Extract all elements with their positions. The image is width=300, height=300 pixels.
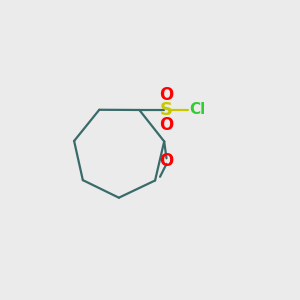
Text: O: O	[159, 86, 173, 104]
Text: O: O	[159, 152, 174, 170]
Text: S: S	[159, 101, 172, 119]
Text: Cl: Cl	[190, 103, 206, 118]
Text: O: O	[159, 116, 173, 134]
